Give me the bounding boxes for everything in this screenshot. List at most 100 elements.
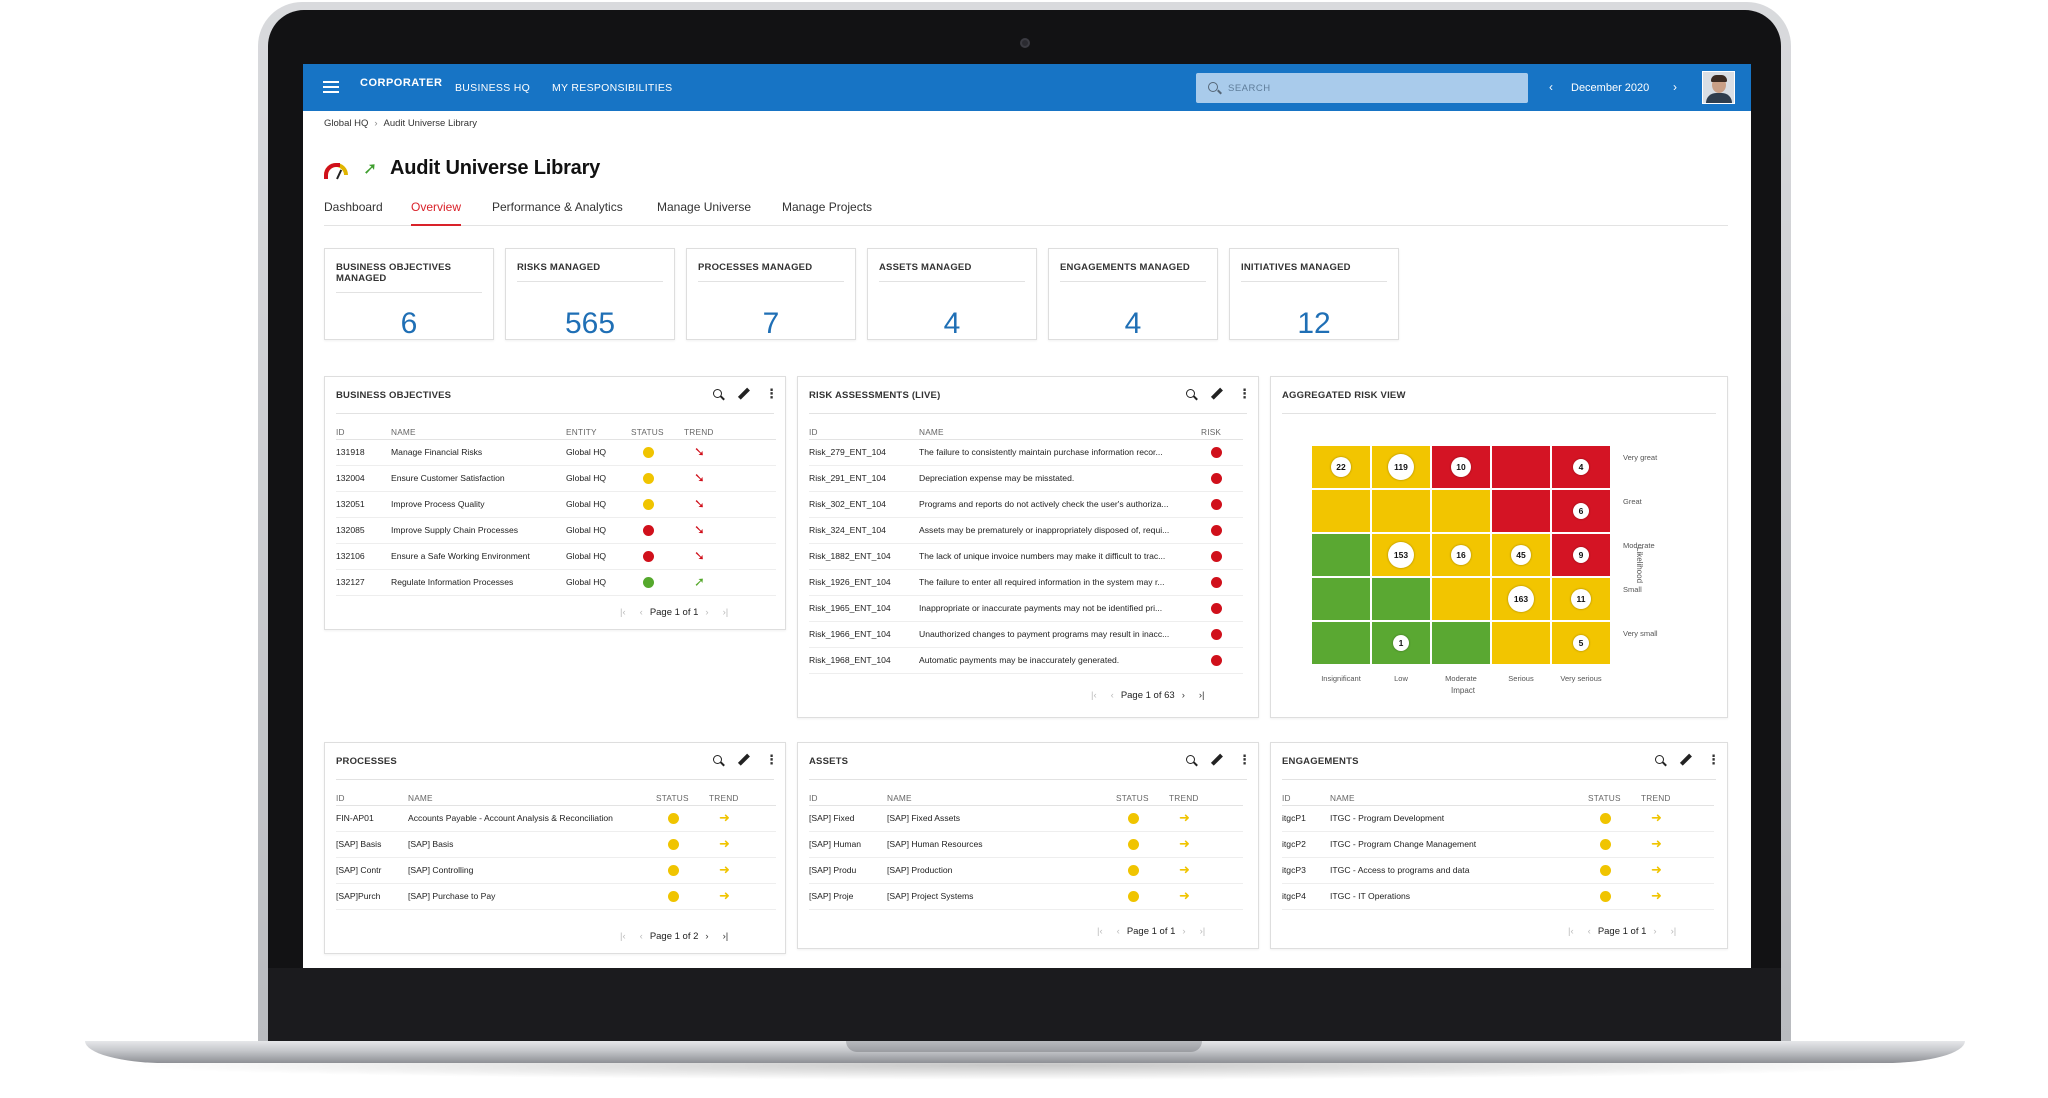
col-id[interactable]: ID bbox=[809, 425, 919, 440]
search-icon[interactable] bbox=[1184, 387, 1200, 403]
name-cell[interactable]: ITGC - Program Change Management bbox=[1330, 831, 1588, 858]
search-icon[interactable] bbox=[711, 387, 727, 403]
table-row[interactable]: Risk_1926_ENT_104 The failure to enter al… bbox=[809, 569, 1243, 596]
col-id[interactable]: ID bbox=[336, 425, 391, 440]
search-input[interactable] bbox=[1228, 79, 1518, 97]
name-cell[interactable]: ITGC - IT Operations bbox=[1330, 883, 1588, 910]
table-row[interactable]: 132051 Improve Process Quality Global HQ ➘ bbox=[336, 491, 776, 518]
heatmap-cell[interactable] bbox=[1491, 621, 1551, 665]
col-trend[interactable]: TREND bbox=[684, 425, 776, 440]
table-row[interactable]: 132085 Improve Supply Chain Processes Glob… bbox=[336, 517, 776, 544]
kpi-card[interactable]: INITIATIVES MANAGED 12 bbox=[1229, 248, 1399, 340]
kpi-card[interactable]: BUSINESS OBJECTIVES MANAGED 6 bbox=[324, 248, 494, 340]
more-icon[interactable] bbox=[761, 752, 778, 769]
first-page-icon[interactable]: |‹ bbox=[1568, 926, 1574, 937]
tab-dashboard[interactable]: Dashboard bbox=[324, 200, 383, 214]
heatmap-cell[interactable] bbox=[1431, 621, 1491, 665]
heatmap-cell[interactable] bbox=[1491, 489, 1551, 533]
avatar[interactable] bbox=[1702, 71, 1735, 104]
col-trend[interactable]: TREND bbox=[1169, 791, 1243, 806]
name-cell[interactable]: The lack of unique invoice numbers may m… bbox=[919, 543, 1201, 570]
edit-icon[interactable] bbox=[1209, 753, 1225, 769]
name-cell[interactable]: Improve Supply Chain Processes bbox=[391, 517, 566, 544]
edit-icon[interactable] bbox=[736, 387, 752, 403]
col-name[interactable]: NAME bbox=[919, 425, 1201, 440]
col-name[interactable]: NAME bbox=[1330, 791, 1588, 806]
table-row[interactable]: FIN-AP01 Accounts Payable - Account Analy… bbox=[336, 805, 776, 832]
col-status[interactable]: STATUS bbox=[656, 791, 709, 806]
search-box[interactable] bbox=[1196, 73, 1528, 103]
col-id[interactable]: ID bbox=[809, 791, 887, 806]
next-page-icon[interactable]: › bbox=[1181, 690, 1185, 701]
heatmap-cell[interactable] bbox=[1371, 577, 1431, 621]
name-cell[interactable]: ITGC - Access to programs and data bbox=[1330, 857, 1588, 884]
col-name[interactable]: NAME bbox=[391, 425, 566, 440]
col-name[interactable]: NAME bbox=[408, 791, 656, 806]
table-row[interactable]: 132106 Ensure a Safe Working Environment G… bbox=[336, 543, 776, 570]
first-page-icon[interactable]: |‹ bbox=[1091, 690, 1097, 701]
table-row[interactable]: 132004 Ensure Customer Satisfaction Global… bbox=[336, 465, 776, 492]
col-trend[interactable]: TREND bbox=[1641, 791, 1714, 806]
name-cell[interactable]: [SAP] Basis bbox=[408, 831, 656, 858]
more-icon[interactable] bbox=[1234, 752, 1251, 769]
heatmap-cell[interactable] bbox=[1371, 489, 1431, 533]
table-row[interactable]: [SAP] Fixed [SAP] Fixed Assets ➜ bbox=[809, 805, 1243, 832]
name-cell[interactable]: Assets may be prematurely or inappropria… bbox=[919, 517, 1201, 544]
next-page-icon[interactable]: › bbox=[705, 931, 709, 942]
risk-count-bubble[interactable]: 153 bbox=[1388, 542, 1414, 568]
chevron-left-icon[interactable]: ‹ bbox=[1549, 80, 1553, 94]
kpi-card[interactable]: RISKS MANAGED 565 bbox=[505, 248, 675, 340]
name-cell[interactable]: [SAP] Controlling bbox=[408, 857, 656, 884]
table-row[interactable]: [SAP] Basis [SAP] Basis ➜ bbox=[336, 831, 776, 858]
name-cell[interactable]: ITGC - Program Development bbox=[1330, 805, 1588, 832]
table-row[interactable]: Risk_1882_ENT_104 The lack of unique invo… bbox=[809, 543, 1243, 570]
risk-count-bubble[interactable]: 22 bbox=[1331, 457, 1351, 477]
brand-logo[interactable]: CORPORATER bbox=[360, 77, 442, 89]
risk-count-bubble[interactable]: 9 bbox=[1573, 547, 1589, 563]
search-icon[interactable] bbox=[1653, 753, 1669, 769]
col-name[interactable]: NAME bbox=[887, 791, 1116, 806]
table-row[interactable]: itgcP1 ITGC - Program Development ➜ bbox=[1282, 805, 1714, 832]
name-cell[interactable]: Automatic payments may be inaccurately g… bbox=[919, 647, 1201, 674]
more-icon[interactable] bbox=[761, 386, 778, 403]
first-page-icon[interactable]: |‹ bbox=[620, 607, 626, 618]
risk-count-bubble[interactable]: 4 bbox=[1573, 459, 1589, 475]
risk-count-bubble[interactable]: 5 bbox=[1573, 635, 1589, 651]
name-cell[interactable]: Ensure a Safe Working Environment bbox=[391, 543, 566, 570]
table-row[interactable]: itgcP3 ITGC - Access to programs and data… bbox=[1282, 857, 1714, 884]
heatmap-cell[interactable] bbox=[1311, 489, 1371, 533]
edit-icon[interactable] bbox=[1678, 753, 1694, 769]
risk-count-bubble[interactable]: 45 bbox=[1511, 545, 1531, 565]
name-cell[interactable]: [SAP] Production bbox=[887, 857, 1116, 884]
name-cell[interactable]: Accounts Payable - Account Analysis & Re… bbox=[408, 805, 656, 832]
table-row[interactable]: [SAP] Contr [SAP] Controlling ➜ bbox=[336, 857, 776, 884]
kpi-card[interactable]: ASSETS MANAGED 4 bbox=[867, 248, 1037, 340]
heatmap-cell[interactable] bbox=[1371, 621, 1431, 665]
edit-icon[interactable] bbox=[1209, 387, 1225, 403]
next-page-icon[interactable]: › bbox=[705, 607, 709, 618]
col-status[interactable]: STATUS bbox=[1588, 791, 1641, 806]
risk-count-bubble[interactable]: 119 bbox=[1388, 454, 1414, 480]
heatmap-cell[interactable] bbox=[1551, 489, 1611, 533]
col-risk[interactable]: RISK bbox=[1201, 425, 1243, 440]
heatmap-cell[interactable] bbox=[1311, 577, 1371, 621]
prev-page-icon[interactable]: ‹ bbox=[1587, 926, 1591, 937]
heatmap-cell[interactable] bbox=[1431, 489, 1491, 533]
heatmap-cell[interactable] bbox=[1431, 577, 1491, 621]
table-row[interactable]: Risk_1965_ENT_104 Inappropriate or inaccu… bbox=[809, 595, 1243, 622]
col-entity[interactable]: ENTITY bbox=[566, 425, 631, 440]
more-icon[interactable] bbox=[1234, 386, 1251, 403]
chevron-right-icon[interactable]: › bbox=[1673, 80, 1677, 94]
name-cell[interactable]: The failure to enter all required inform… bbox=[919, 569, 1201, 596]
next-page-icon[interactable]: › bbox=[1182, 926, 1186, 937]
col-id[interactable]: ID bbox=[336, 791, 408, 806]
name-cell[interactable]: Inappropriate or inaccurate payments may… bbox=[919, 595, 1201, 622]
risk-count-bubble[interactable]: 16 bbox=[1451, 545, 1471, 565]
nav-business-hq[interactable]: BUSINESS HQ bbox=[455, 82, 531, 94]
kpi-card[interactable]: PROCESSES MANAGED 7 bbox=[686, 248, 856, 340]
name-cell[interactable]: Regulate Information Processes bbox=[391, 569, 566, 596]
col-status[interactable]: STATUS bbox=[631, 425, 684, 440]
table-row[interactable]: Risk_291_ENT_104 Depreciation expense may… bbox=[809, 465, 1243, 492]
last-page-icon[interactable]: ›| bbox=[722, 931, 729, 942]
period-label[interactable]: December 2020 bbox=[1571, 82, 1650, 94]
